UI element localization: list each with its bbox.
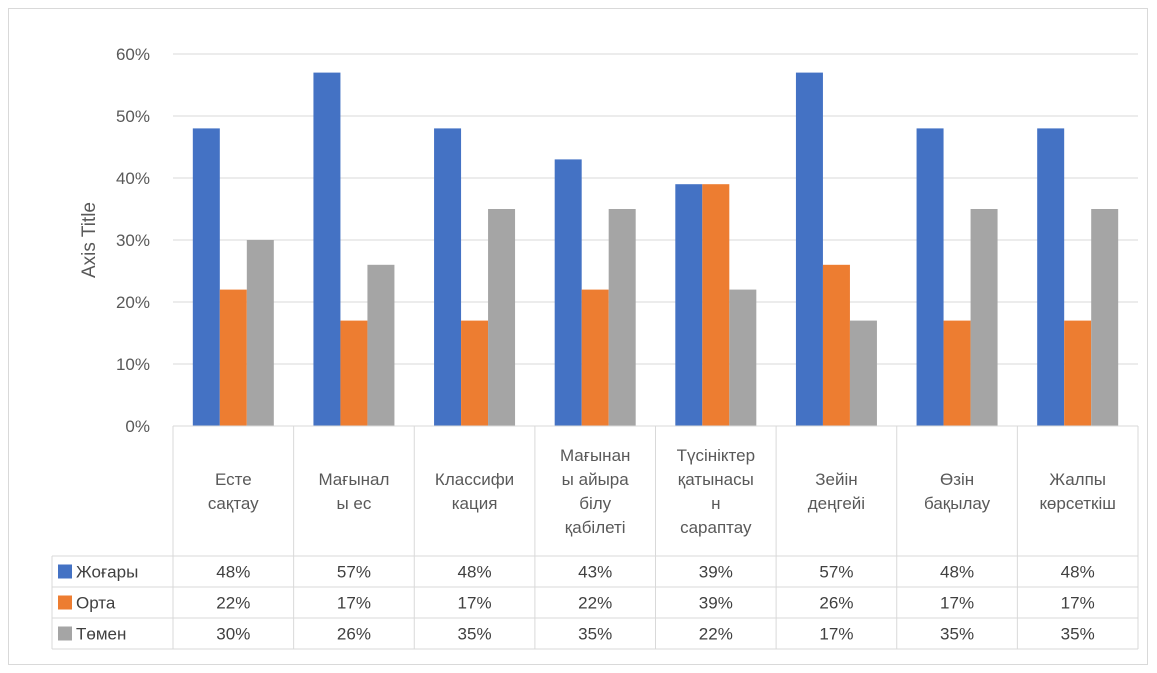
category-label-line: Мағынан: [560, 446, 630, 465]
bar: [702, 184, 730, 426]
category-label-line: Мағынал: [318, 470, 389, 489]
data-cell: 26%: [819, 594, 853, 613]
y-tick-label: 30%: [116, 231, 150, 250]
data-cell: 35%: [940, 625, 974, 644]
bar: [581, 289, 609, 426]
bar: [340, 320, 368, 426]
category-label-line: білу: [579, 494, 611, 513]
category-label: Түсініктер қатынасы н сараптау: [677, 446, 755, 537]
legend-swatch: [58, 595, 72, 610]
bar: [675, 184, 703, 426]
y-tick-label: 10%: [116, 355, 150, 374]
category-label: Мағынал ы ес: [318, 470, 389, 513]
category-label-line: қатынасы: [678, 470, 754, 489]
bar: [488, 209, 516, 426]
data-cell: 48%: [1061, 563, 1095, 582]
bar: [554, 159, 582, 426]
data-cell: 30%: [216, 625, 250, 644]
legend-label: Төмен: [76, 625, 126, 644]
category-label-line: бақылау: [924, 494, 991, 513]
y-tick-label: 60%: [116, 45, 150, 64]
data-cell: 22%: [216, 594, 250, 613]
category-label-line: н: [711, 494, 720, 513]
y-tick-label: 40%: [116, 169, 150, 188]
category-label-line: ы ес: [336, 494, 371, 513]
legend-label: Орта: [76, 594, 116, 613]
data-cell: 35%: [578, 625, 612, 644]
data-cell: 17%: [940, 594, 974, 613]
data-cell: 43%: [578, 563, 612, 582]
data-cell: 48%: [216, 563, 250, 582]
data-cell: 35%: [1061, 625, 1095, 644]
bar: [1064, 320, 1092, 426]
legend-label: Жоғары: [76, 563, 138, 582]
data-cell: 17%: [1061, 594, 1095, 613]
legend-swatch: [58, 626, 72, 641]
category-label-line: Зейін: [815, 470, 857, 489]
category-label-line: Жалпы: [1049, 470, 1106, 489]
bar: [916, 128, 944, 426]
category-label-line: сақтау: [208, 494, 259, 513]
data-cell: 26%: [337, 625, 371, 644]
bar: [1037, 128, 1065, 426]
data-cell: 35%: [458, 625, 492, 644]
category-label-line: деңгейі: [808, 494, 865, 513]
bar: [729, 289, 757, 426]
bars: [192, 72, 1119, 426]
bar: [608, 209, 636, 426]
category-label: Есте сақтау: [208, 470, 259, 513]
bar: [795, 72, 823, 426]
bar: [192, 128, 220, 426]
category-label-line: ы айыра: [562, 470, 630, 489]
category-label-line: Түсініктер: [677, 446, 755, 465]
category-label: Өзін бақылау: [924, 470, 991, 513]
bar: [434, 128, 462, 426]
bar: [246, 240, 274, 426]
category-label-line: Классифи: [435, 470, 514, 489]
bar: [313, 72, 341, 426]
category-label-line: Есте: [215, 470, 252, 489]
bar: [461, 320, 489, 426]
category-label-line: қабілеті: [565, 518, 626, 537]
data-cell: 57%: [819, 563, 853, 582]
category-label: Жалпы көрсеткіш: [1039, 470, 1115, 513]
data-cell: 22%: [578, 594, 612, 613]
data-cell: 48%: [458, 563, 492, 582]
data-cell: 39%: [699, 563, 733, 582]
category-label-line: көрсеткіш: [1039, 494, 1115, 513]
bar: [970, 209, 998, 426]
category-label-line: сараптау: [680, 518, 752, 537]
y-tick-label: 0%: [125, 417, 150, 436]
category-label: Зейін деңгейі: [808, 470, 865, 513]
category-label: Классифи кация: [435, 470, 514, 513]
category-label-line: кация: [452, 494, 498, 513]
data-table: Есте сақтау Мағынал ы ес Классифи кация Мағына…: [51, 425, 1139, 650]
y-axis-title: Axis Title: [79, 202, 100, 278]
bar: [849, 320, 877, 426]
category-label: Мағынан ы айыра білу қабілеті: [560, 446, 630, 537]
data-cell: 17%: [819, 625, 853, 644]
category-label-line: Өзін: [940, 470, 974, 489]
data-cell: 39%: [699, 594, 733, 613]
data-cell: 22%: [699, 625, 733, 644]
data-cell: 48%: [940, 563, 974, 582]
data-cell: 17%: [458, 594, 492, 613]
bar: [219, 289, 247, 426]
bar: [822, 264, 850, 426]
bar: [1091, 209, 1119, 426]
y-axis-ticks: 0% 10% 20% 30% 40% 50% 60%: [116, 45, 150, 436]
bar: [367, 264, 395, 426]
bar: [943, 320, 971, 426]
data-cell: 57%: [337, 563, 371, 582]
y-tick-label: 50%: [116, 107, 150, 126]
data-cell: 17%: [337, 594, 371, 613]
legend-swatch: [58, 564, 72, 579]
y-tick-label: 20%: [116, 293, 150, 312]
